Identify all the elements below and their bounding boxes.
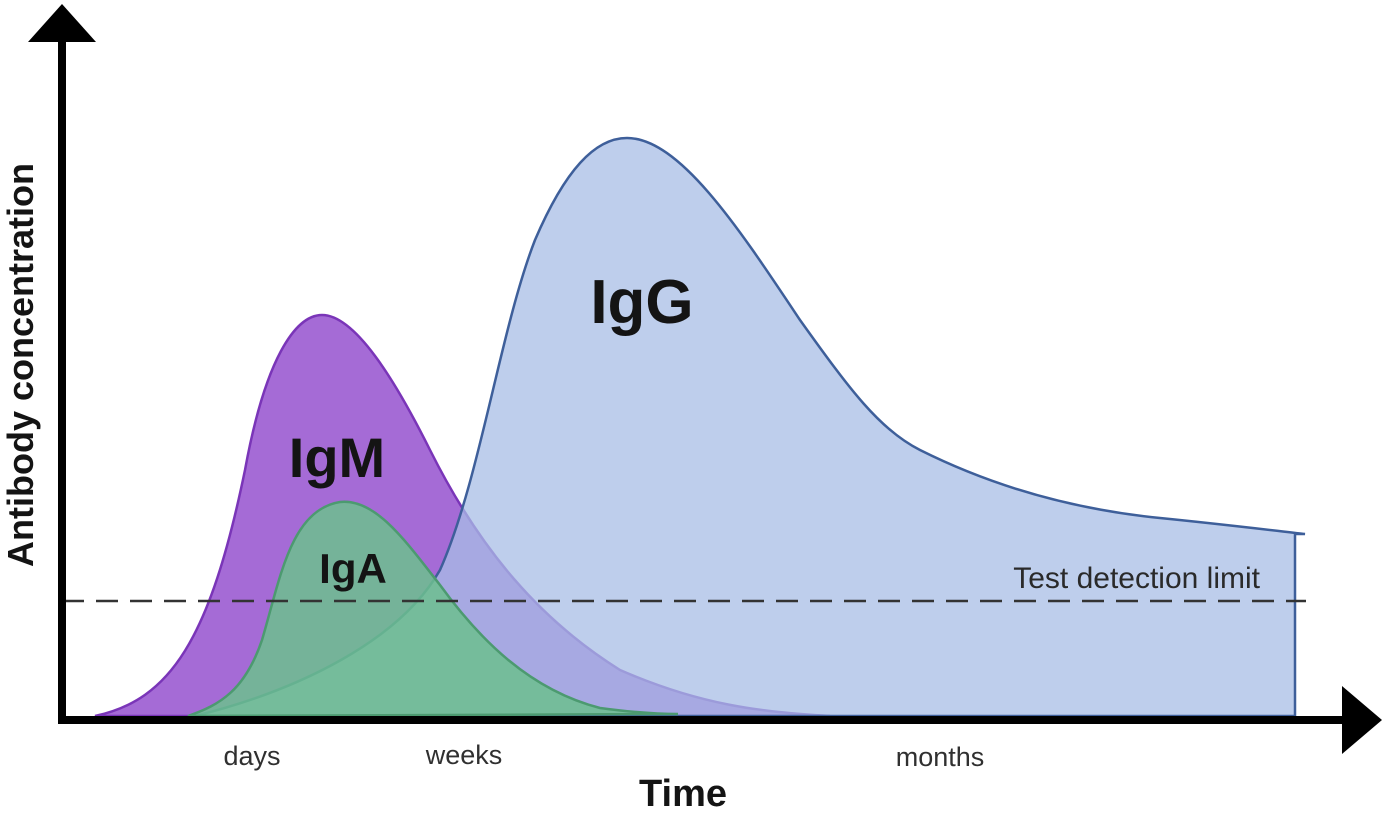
- igg-curve: [194, 136, 1306, 718]
- tick-months: months: [896, 742, 985, 772]
- x-axis-title: Time: [639, 773, 727, 815]
- tick-days: days: [223, 741, 280, 771]
- iga-label: IgA: [319, 545, 387, 592]
- x-axis-arrow-icon: [1342, 686, 1382, 754]
- y-axis-title: Antibody concentration: [0, 163, 41, 567]
- y-axis-arrow-icon: [28, 4, 96, 42]
- iga-curve: [187, 500, 679, 718]
- igg-label: IgG: [590, 268, 693, 337]
- igm-label: IgM: [289, 426, 385, 489]
- detection-limit-label: Test detection limit: [1013, 562, 1260, 595]
- tick-weeks: weeks: [425, 740, 503, 770]
